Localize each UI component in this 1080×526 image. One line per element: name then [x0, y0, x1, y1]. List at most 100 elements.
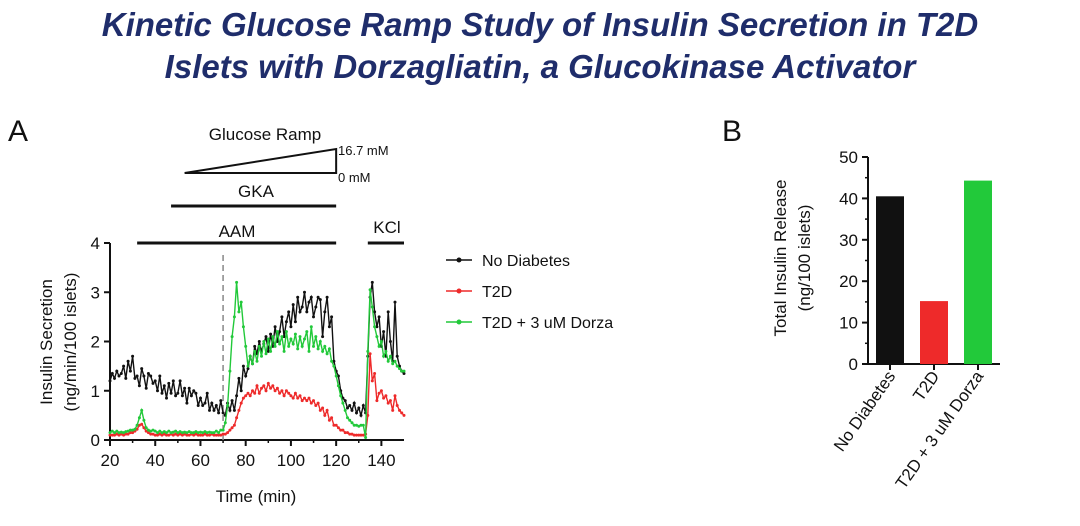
data-point	[370, 305, 374, 309]
data-point	[307, 349, 311, 353]
data-point	[289, 394, 293, 398]
data-point	[321, 335, 325, 339]
figure-title-line-1: Kinetic Glucose Ramp Study of Insulin Se…	[101, 6, 979, 43]
data-point	[255, 384, 259, 388]
data-point	[296, 396, 300, 400]
data-point	[140, 367, 144, 371]
data-point	[323, 413, 327, 417]
data-point	[264, 352, 268, 356]
data-point	[375, 335, 379, 339]
panel-a-x-tick-label: 20	[101, 451, 120, 470]
data-point	[146, 372, 150, 375]
data-point	[158, 429, 162, 433]
data-point	[251, 389, 254, 393]
data-point	[199, 433, 202, 437]
data-point	[142, 374, 146, 378]
data-point	[339, 394, 343, 398]
data-point	[352, 433, 356, 437]
data-point	[110, 372, 114, 375]
data-point	[264, 389, 268, 393]
data-point	[325, 408, 329, 412]
data-point	[293, 332, 297, 336]
data-point	[194, 430, 198, 434]
data-point	[135, 427, 139, 431]
data-point	[327, 418, 331, 422]
data-point	[289, 325, 293, 329]
data-point	[205, 433, 209, 437]
data-point	[126, 359, 130, 363]
data-point	[244, 344, 248, 348]
data-point	[210, 431, 214, 435]
data-point	[355, 423, 358, 427]
data-point	[257, 340, 261, 343]
legend-swatch-marker	[456, 319, 462, 325]
legend-swatch-marker	[456, 288, 462, 294]
data-point	[208, 433, 211, 437]
data-point	[273, 389, 277, 393]
data-point	[124, 432, 128, 436]
data-point	[312, 344, 315, 348]
data-point	[235, 416, 239, 420]
data-point	[262, 340, 266, 343]
data-point	[196, 433, 200, 437]
panel-a-y-tick-label: 0	[91, 431, 100, 450]
data-point	[368, 288, 372, 292]
panel-a-x-tick-label: 80	[236, 451, 255, 470]
data-point	[158, 374, 162, 378]
data-point	[352, 423, 356, 427]
panel-a-y-axis-label-line-2: (ng/min/100 islets)	[61, 273, 80, 412]
data-point	[395, 354, 399, 358]
data-point	[169, 391, 173, 395]
data-point	[110, 429, 114, 433]
data-point	[287, 391, 291, 395]
data-point	[384, 394, 388, 398]
data-point	[205, 431, 209, 435]
data-point	[269, 349, 273, 353]
data-point	[343, 408, 347, 412]
data-point	[325, 352, 329, 356]
data-point	[400, 369, 404, 373]
data-point	[348, 432, 352, 436]
data-point	[196, 404, 200, 407]
data-point	[176, 431, 180, 435]
data-point	[156, 433, 159, 437]
data-point	[323, 310, 327, 314]
data-point	[314, 305, 318, 309]
data-point	[137, 384, 141, 388]
data-point	[370, 379, 374, 383]
data-point	[262, 384, 266, 388]
data-point	[282, 349, 286, 353]
glucose-ramp-high-label: 16.7 mM	[338, 143, 389, 158]
data-point	[196, 431, 200, 435]
panel-a-y-tick-label: 4	[91, 234, 100, 253]
data-point	[361, 433, 365, 437]
data-point	[336, 426, 340, 430]
panel-b-y-tick-label: 30	[839, 231, 858, 250]
data-point	[217, 433, 221, 437]
data-point	[189, 394, 193, 398]
legend-label-t2d: T2D	[482, 284, 512, 301]
data-point	[221, 411, 225, 415]
data-point	[223, 421, 227, 425]
data-point	[156, 389, 159, 393]
data-point	[210, 401, 214, 405]
data-point	[117, 374, 121, 378]
data-point	[300, 305, 304, 309]
data-point	[128, 369, 132, 373]
panel-a-label: A	[8, 115, 28, 148]
data-point	[108, 379, 112, 383]
panel-b-y-tick-label: 0	[849, 355, 858, 374]
data-point	[137, 423, 141, 427]
data-point	[323, 344, 327, 348]
legend-label-no-diabetes: No Diabetes	[482, 253, 570, 270]
data-point	[133, 427, 137, 431]
data-point	[183, 430, 187, 434]
data-point	[223, 432, 227, 436]
data-point	[219, 428, 223, 432]
bar-no-diabetes	[876, 196, 904, 364]
data-point	[108, 433, 112, 437]
data-point	[332, 423, 336, 427]
data-point	[275, 386, 279, 390]
data-point	[133, 376, 137, 380]
data-point	[346, 406, 349, 410]
